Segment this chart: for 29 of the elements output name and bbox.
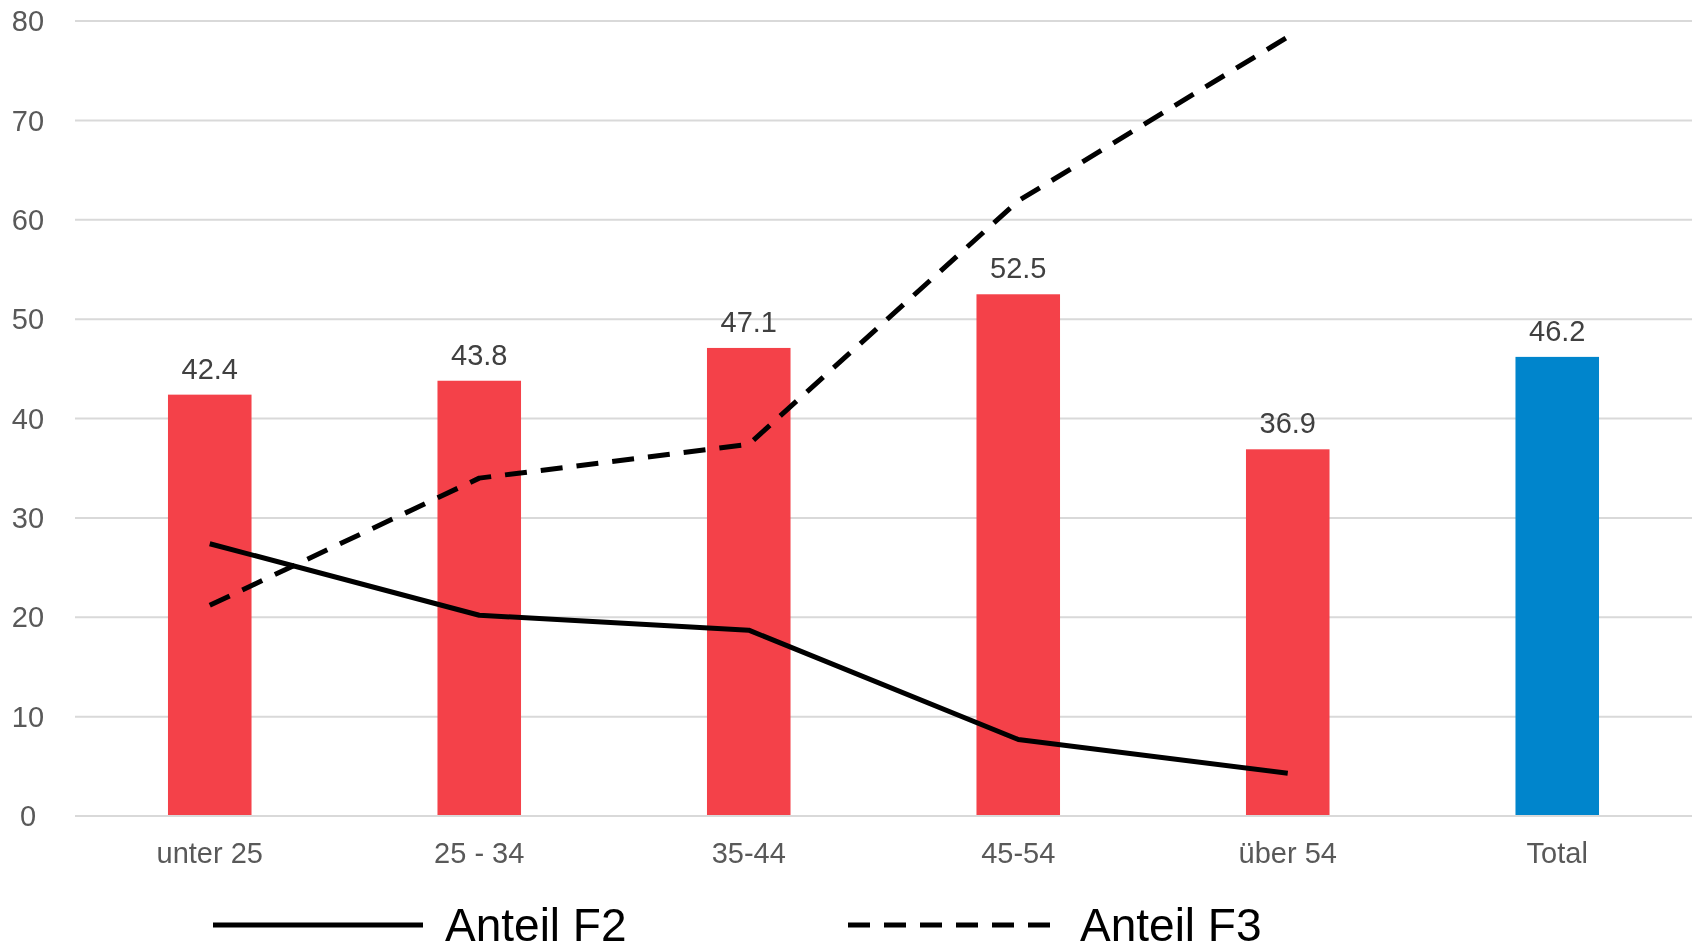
x-tick-label: Total bbox=[1526, 837, 1588, 869]
y-tick-label: 30 bbox=[11, 502, 45, 535]
bar bbox=[1515, 356, 1600, 816]
bar bbox=[1245, 449, 1330, 816]
data-label: 52.5 bbox=[990, 252, 1047, 285]
bar bbox=[706, 347, 791, 816]
bar bbox=[976, 294, 1061, 816]
data-label: 46.2 bbox=[1529, 314, 1586, 347]
y-tick-label: 80 bbox=[11, 5, 45, 38]
x-tick-label: 45-54 bbox=[981, 837, 1056, 869]
x-tick-label: 35-44 bbox=[711, 837, 786, 869]
bar bbox=[167, 394, 252, 816]
y-tick-label: 50 bbox=[11, 303, 45, 336]
y-tick-label: 40 bbox=[11, 402, 45, 435]
legend-label: Anteil F2 bbox=[445, 899, 627, 949]
bar bbox=[437, 380, 522, 816]
data-label: 42.4 bbox=[181, 352, 238, 385]
y-tick-label: 70 bbox=[11, 104, 45, 137]
x-tick-label: 25 - 34 bbox=[434, 837, 525, 869]
legend-label: Anteil F3 bbox=[1080, 899, 1262, 949]
data-label: 43.8 bbox=[451, 338, 508, 371]
x-tick-label: unter 25 bbox=[156, 837, 263, 869]
y-tick-label: 0 bbox=[19, 800, 37, 833]
data-label: 47.1 bbox=[720, 305, 777, 338]
x-tick-label: über 54 bbox=[1238, 837, 1337, 869]
data-label: 36.9 bbox=[1259, 407, 1316, 440]
y-tick-label: 60 bbox=[11, 203, 45, 236]
y-tick-label: 10 bbox=[11, 700, 45, 733]
y-tick-label: 20 bbox=[11, 601, 45, 634]
